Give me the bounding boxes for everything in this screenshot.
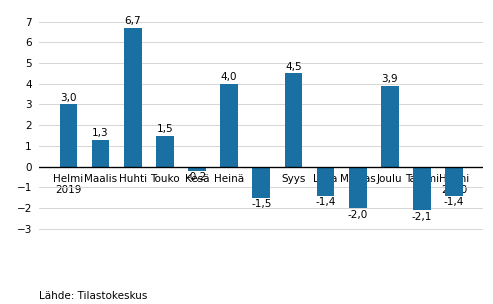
Text: 3,0: 3,0: [60, 93, 77, 103]
Text: -2,0: -2,0: [348, 210, 368, 220]
Bar: [349, 167, 367, 208]
Text: 3,9: 3,9: [382, 74, 398, 84]
Bar: [413, 167, 431, 210]
Bar: [60, 105, 77, 167]
Bar: [317, 167, 334, 196]
Text: 1,5: 1,5: [157, 124, 173, 134]
Bar: [252, 167, 270, 198]
Bar: [445, 167, 463, 196]
Text: 4,0: 4,0: [221, 72, 238, 82]
Bar: [284, 73, 302, 167]
Bar: [220, 84, 238, 167]
Bar: [156, 136, 174, 167]
Text: -2,1: -2,1: [412, 212, 432, 222]
Bar: [124, 28, 141, 167]
Text: -1,4: -1,4: [316, 197, 336, 207]
Bar: [381, 86, 399, 167]
Text: -0,2: -0,2: [187, 172, 207, 182]
Text: -1,4: -1,4: [444, 197, 464, 207]
Text: 6,7: 6,7: [124, 16, 141, 26]
Text: Lähde: Tilastokeskus: Lähde: Tilastokeskus: [39, 291, 148, 301]
Text: -1,5: -1,5: [251, 199, 272, 209]
Bar: [92, 140, 109, 167]
Text: 1,3: 1,3: [92, 128, 109, 138]
Text: 4,5: 4,5: [285, 62, 302, 72]
Bar: [188, 167, 206, 171]
